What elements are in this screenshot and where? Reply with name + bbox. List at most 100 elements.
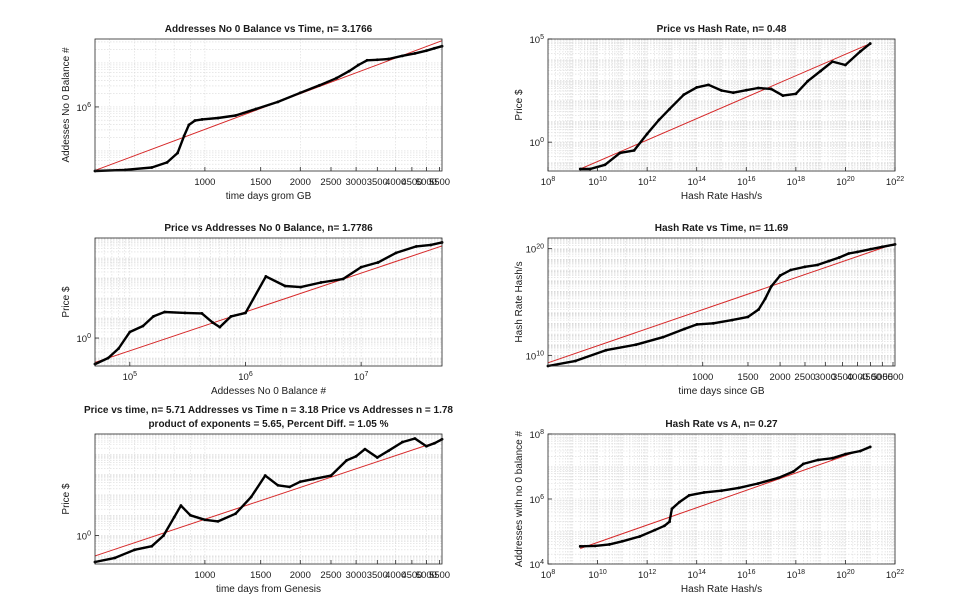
data-point	[128, 330, 132, 334]
x-tick-label: 4000	[847, 372, 868, 383]
x-tick-label: 1022	[886, 569, 904, 581]
data-point	[668, 107, 671, 111]
data-point	[433, 46, 436, 50]
x-tick-label: 1018	[787, 176, 805, 188]
x-tick-label: 3000	[346, 570, 367, 581]
grid	[547, 38, 896, 172]
data-point	[837, 256, 841, 259]
panel-p1: 1000 1500 2000 2500 3000 35004000450050005500…	[61, 24, 450, 202]
x-tick-label-base: 10	[541, 570, 552, 581]
data-point	[200, 118, 204, 121]
data-point	[769, 284, 773, 288]
x-tick-label: 1000	[194, 177, 215, 188]
data-point	[856, 250, 859, 254]
data-point	[218, 325, 222, 329]
data-series-data	[93, 437, 444, 564]
y-axis-label: Price $	[514, 89, 525, 121]
data-point	[341, 277, 345, 281]
data-point	[254, 107, 258, 111]
y-tick-label-exponent: 6	[87, 102, 91, 109]
data-point	[731, 91, 735, 95]
data-point	[234, 114, 238, 117]
data-point	[376, 261, 380, 264]
data-point	[335, 76, 338, 80]
data-point	[695, 86, 699, 89]
y-tick-label-exponent: 8	[540, 429, 544, 436]
data-point	[345, 459, 349, 462]
panel-p2: 108 1010 1012 1014 1016 1018 1020 1022100105Pri…	[514, 24, 904, 202]
data-point	[299, 285, 303, 289]
data-point	[781, 94, 785, 98]
data-point	[141, 324, 145, 328]
x-tick-label: 1500	[250, 177, 271, 188]
data-point	[133, 548, 136, 552]
y-tick-label-base: 10	[530, 430, 541, 441]
x-tick-label-exponent: 20	[847, 176, 855, 183]
x-tick-label: 5500	[429, 570, 450, 581]
data-point	[620, 539, 624, 543]
x-tick-label-exponent: 14	[698, 176, 706, 183]
data-point	[216, 519, 220, 523]
data-point	[375, 58, 379, 62]
x-tick-label: 1014	[688, 569, 706, 581]
y-tick-label-exponent: 0	[87, 531, 91, 538]
x-tick-label: 2000	[290, 570, 311, 581]
x-tick-label: 2500	[794, 372, 815, 383]
plot-area	[95, 434, 442, 564]
data-point	[756, 86, 760, 90]
data-point	[668, 520, 671, 524]
data-point	[283, 284, 287, 288]
data-point	[730, 318, 734, 322]
data-point	[670, 507, 674, 511]
data-point	[661, 335, 665, 339]
data-point	[264, 275, 268, 278]
data-point	[433, 441, 436, 445]
x-tick-label: 4500	[401, 177, 422, 188]
x-tick-label: 1500	[737, 372, 758, 383]
data-point	[720, 489, 723, 493]
data-point	[387, 449, 391, 453]
axes-frame	[94, 237, 443, 367]
y-tick-label: 106	[77, 102, 92, 114]
x-tick-label-base: 10	[688, 177, 699, 188]
data-point	[249, 495, 253, 499]
axes-frame	[94, 433, 443, 565]
x-tick-label: 107	[354, 371, 369, 383]
y-tick-label: 1020	[526, 244, 544, 256]
x-tick-label: 1020	[836, 176, 854, 188]
x-tick-label-base: 10	[638, 177, 649, 188]
data-point	[182, 134, 186, 138]
x-tick-label: 1014	[688, 176, 706, 188]
data-point	[288, 485, 291, 489]
data-point	[682, 93, 686, 97]
x-tick-label-exponent: 12	[649, 569, 657, 576]
data-point	[794, 92, 798, 96]
chart-subtitle: product of exponents = 5.65, Percent Dif…	[148, 419, 388, 430]
data-point	[756, 482, 760, 485]
y-tick-label-base: 10	[530, 560, 541, 571]
data-point	[414, 245, 418, 248]
x-axis-label: time days grom GB	[226, 191, 312, 202]
x-tick-label-exponent: 16	[748, 176, 756, 183]
data-point	[162, 534, 165, 537]
data-point	[356, 63, 360, 67]
chart-title: Price vs Addresses No 0 Balance, n= 1.77…	[164, 223, 373, 234]
x-tick-label-base: 10	[638, 570, 649, 581]
x-tick-label: 4000	[385, 177, 406, 188]
y-axis-label: Price $	[61, 483, 72, 515]
x-tick-label-exponent: 8	[551, 569, 555, 576]
data-point	[816, 458, 820, 462]
x-tick-label: 4000	[385, 570, 406, 581]
x-tick-label-exponent: 10	[599, 176, 607, 183]
data-point	[707, 83, 710, 87]
x-tick-label: 1016	[737, 569, 755, 581]
data-point	[163, 310, 167, 314]
x-tick-label-exponent: 18	[797, 569, 805, 576]
data-point	[880, 245, 884, 249]
x-tick-label: 1010	[588, 176, 606, 188]
data-point	[593, 544, 597, 548]
x-tick-label: 108	[541, 176, 556, 188]
x-tick-label: 3500	[832, 372, 853, 383]
panel-p4: 1000 1500 2000 2500 300035004000450050005500…	[514, 223, 904, 397]
data-point	[375, 456, 379, 459]
